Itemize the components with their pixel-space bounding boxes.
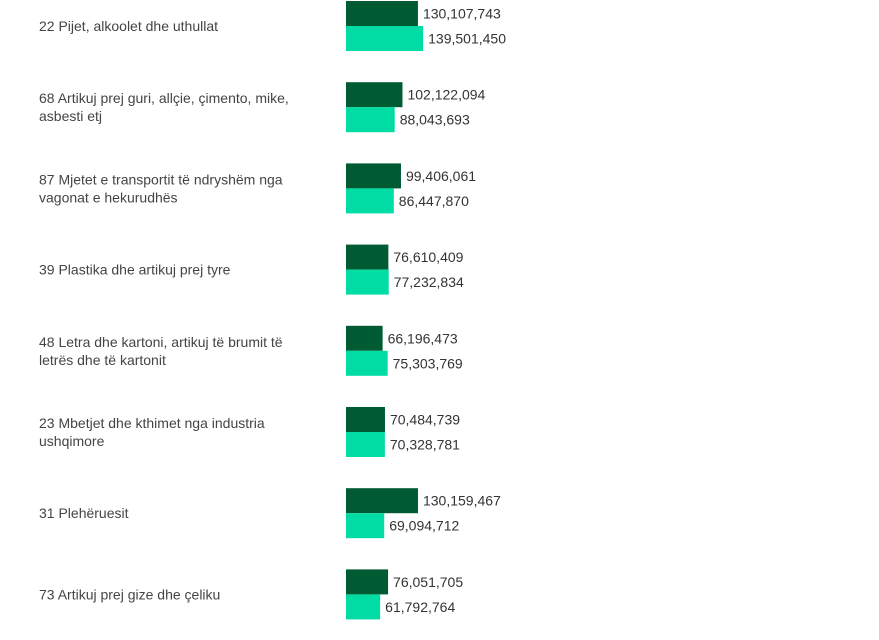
category-label: 31 Plehëruesit [39, 505, 129, 521]
bar-series-1 [346, 407, 385, 432]
data-label: 130,107,743 [423, 6, 501, 22]
data-label: 66,196,473 [388, 330, 458, 346]
category-label: 87 Mjetet e transportit të ndryshëm nga [39, 171, 283, 187]
data-label: 76,051,705 [393, 574, 463, 590]
bar-series-2 [346, 594, 381, 620]
data-label: 69,094,712 [389, 518, 459, 534]
category-label: letrës dhe të kartonit [39, 352, 166, 368]
data-label: 139,501,450 [428, 31, 506, 47]
bar-series-1 [346, 82, 403, 108]
data-label: 130,159,467 [423, 493, 501, 509]
bar-series-2 [346, 107, 395, 133]
data-label: 86,447,870 [399, 193, 469, 209]
bar-series-1 [346, 488, 418, 514]
data-label: 70,328,781 [390, 437, 460, 453]
bar-series-2 [346, 188, 394, 214]
bar-series-1 [346, 1, 418, 26]
bar-series-2 [346, 26, 424, 51]
bar-series-1 [346, 325, 383, 351]
category-label: asbesti etj [39, 108, 102, 124]
bar-series-2 [346, 432, 385, 457]
bar-series-2 [346, 513, 385, 539]
data-label: 102,122,094 [407, 87, 485, 103]
category-label: 22 Pijet, alkoolet dhe uthullat [39, 18, 218, 34]
category-label: ushqimore [39, 433, 105, 449]
bar-series-2 [346, 269, 389, 295]
category-label: 73 Artikuj prej gize dhe çeliku [39, 586, 220, 602]
bar-series-1 [346, 569, 389, 595]
bar-series-1 [346, 163, 401, 189]
data-label: 75,303,769 [393, 355, 463, 371]
data-label: 99,406,061 [406, 168, 476, 184]
category-label: 23 Mbetjet dhe kthimet nga industria [39, 415, 265, 431]
category-label: 68 Artikuj prej guri, allçie, çimento, m… [39, 90, 289, 106]
category-label: vagonat e hekurudhës [39, 189, 178, 205]
data-label: 61,792,764 [385, 599, 455, 615]
bar-series-1 [346, 244, 389, 270]
data-label: 70,484,739 [390, 412, 460, 428]
category-label: 48 Letra dhe kartoni, artikuj të brumit … [39, 334, 283, 350]
data-label: 76,610,409 [393, 249, 463, 265]
category-label: 39 Plastika dhe artikuj prej tyre [39, 262, 231, 278]
data-label: 88,043,693 [400, 112, 470, 128]
bar-series-2 [346, 350, 388, 376]
data-label: 77,232,834 [394, 274, 464, 290]
